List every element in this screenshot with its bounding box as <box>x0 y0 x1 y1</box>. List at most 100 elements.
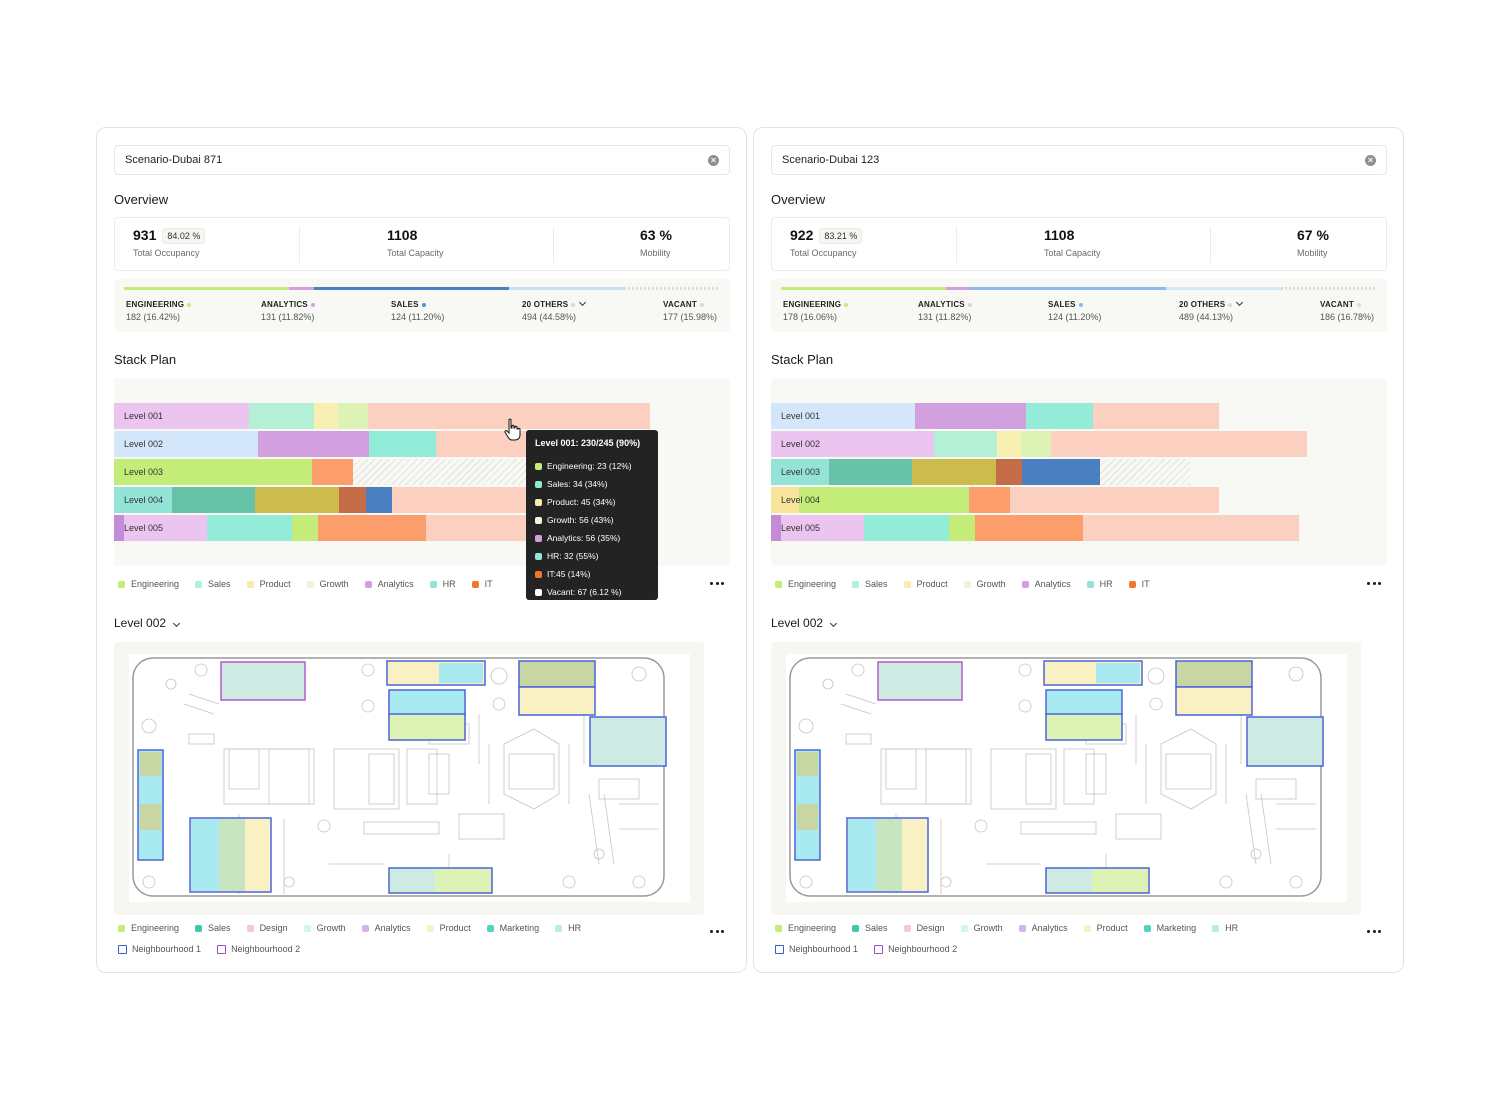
legend-item-hr: HR <box>555 923 581 933</box>
stack-seg[interactable] <box>392 487 532 513</box>
stack-seg[interactable] <box>996 459 1022 485</box>
stack-seg[interactable] <box>207 515 292 541</box>
stack-seg[interactable] <box>114 431 258 457</box>
stack-seg[interactable] <box>339 487 366 513</box>
stack-seg[interactable] <box>366 487 392 513</box>
stack-seg[interactable] <box>318 515 426 541</box>
stack-seg[interactable] <box>1010 487 1219 513</box>
dot-icon <box>1367 582 1370 585</box>
level-selector[interactable]: Level 002 <box>114 616 181 630</box>
stack-seg[interactable] <box>1083 515 1299 541</box>
stack-seg[interactable] <box>799 487 969 513</box>
stack-seg[interactable] <box>255 487 339 513</box>
stack-seg[interactable] <box>124 515 207 541</box>
chevron-down-icon[interactable] <box>1236 298 1244 307</box>
level-selector[interactable]: Level 002 <box>771 616 838 630</box>
stack-seg[interactable] <box>258 431 369 457</box>
stack-seg[interactable] <box>771 431 934 457</box>
scenario-input[interactable]: Scenario-Dubai 871 <box>114 145 730 175</box>
stack-seg[interactable] <box>1093 403 1219 429</box>
stat-mobility: 67 % Mobility <box>1297 227 1329 258</box>
stack-row-level-004[interactable]: Level 004 <box>114 487 654 513</box>
stack-seg[interactable] <box>771 515 781 541</box>
stack-seg[interactable] <box>934 431 997 457</box>
stack-seg[interactable] <box>172 487 255 513</box>
swatch-icon <box>555 924 563 932</box>
stack-seg[interactable] <box>949 515 975 541</box>
legend-label: Growth <box>973 923 1003 933</box>
stack-seg[interactable] <box>114 459 312 485</box>
stack-seg[interactable] <box>771 403 915 429</box>
floor-plan[interactable] <box>786 654 1347 902</box>
stack-seg[interactable] <box>969 487 1010 513</box>
more-options-button[interactable] <box>1367 582 1381 586</box>
legend-item-analytics: Analytics <box>1018 923 1068 933</box>
stack-row-level-001[interactable]: Level 001 <box>771 403 1311 429</box>
stack-plan-title: Stack Plan <box>771 352 834 367</box>
stack-seg-vacant[interactable] <box>1100 459 1190 485</box>
tooltip-row: Engineering: 23 (12%) <box>535 457 649 475</box>
tooltip-text: Analytics: 56 (35%) <box>547 533 621 543</box>
more-options-button[interactable] <box>710 582 724 586</box>
breakdown-name: ANALYTICS <box>918 300 965 309</box>
stack-seg[interactable] <box>1022 459 1100 485</box>
legend-item-product: Product <box>246 579 291 589</box>
stack-seg[interactable] <box>314 403 338 429</box>
swatch-icon <box>429 580 437 588</box>
level-label: Level 003 <box>124 467 164 477</box>
floor-plan[interactable] <box>129 654 690 902</box>
breakdown-value: 131 (11.82%) <box>261 312 315 322</box>
breakdown-value: 177 (15.98%) <box>663 312 718 322</box>
stack-seg[interactable] <box>114 487 172 513</box>
breakdown-others[interactable]: 20 OTHERS 494 (44.58%) <box>522 298 587 322</box>
legend-label: HR <box>442 579 456 589</box>
stack-seg[interactable] <box>912 459 996 485</box>
level-label: Level 001 <box>781 411 821 421</box>
more-options-button[interactable] <box>1367 930 1381 934</box>
stack-row-level-003[interactable]: Level 003 <box>771 459 1311 485</box>
chevron-down-icon[interactable] <box>579 298 587 307</box>
stack-seg[interactable] <box>114 403 249 429</box>
stack-seg[interactable] <box>771 487 799 513</box>
stack-row-level-004[interactable]: Level 004 <box>771 487 1311 513</box>
stack-seg[interactable] <box>1021 431 1051 457</box>
legend-item-design: Design <box>246 923 288 933</box>
stack-seg[interactable] <box>1026 403 1093 429</box>
square-icon <box>874 944 884 954</box>
breakdown-vacant: VACANT 186 (16.78%) <box>1320 300 1374 322</box>
clear-icon[interactable] <box>1365 154 1376 166</box>
stack-seg[interactable] <box>915 403 1026 429</box>
more-options-button[interactable] <box>710 930 724 934</box>
breakdown-others[interactable]: 20 OTHERS 489 (44.13%) <box>1179 298 1244 322</box>
stack-seg[interactable] <box>781 515 864 541</box>
stack-seg[interactable] <box>338 403 368 429</box>
stack-row-level-001[interactable]: Level 001 <box>114 403 654 429</box>
stack-row-level-003[interactable]: Level 003 <box>114 459 654 485</box>
swatch-icon <box>1086 580 1094 588</box>
clear-icon[interactable] <box>708 154 719 166</box>
legend-item-product: Product <box>1083 923 1128 933</box>
stack-seg[interactable] <box>771 459 829 485</box>
stack-seg[interactable] <box>997 431 1021 457</box>
stack-seg[interactable] <box>312 459 353 485</box>
stack-plan-title: Stack Plan <box>114 352 177 367</box>
level-label: Level 002 <box>124 439 164 449</box>
stack-seg[interactable] <box>864 515 949 541</box>
stack-seg[interactable] <box>369 431 436 457</box>
stack-seg[interactable] <box>1051 431 1307 457</box>
stack-seg[interactable] <box>975 515 1083 541</box>
legend-item-hr: HR <box>1212 923 1238 933</box>
swatch-icon <box>852 924 860 932</box>
stack-seg-vacant[interactable] <box>353 459 533 485</box>
stack-seg[interactable] <box>114 515 124 541</box>
stack-seg[interactable] <box>249 403 314 429</box>
swatch-icon <box>195 924 203 932</box>
stack-seg[interactable] <box>292 515 318 541</box>
scenario-panel-right: Scenario-Dubai 123 Overview 922 83.21 % T… <box>753 127 1404 973</box>
breakdown-name: VACANT <box>663 300 697 309</box>
legend-item-growth: Growth <box>960 923 1003 933</box>
stack-row-level-002[interactable]: Level 002 <box>771 431 1311 457</box>
stack-row-level-005[interactable]: Level 005 <box>771 515 1311 541</box>
scenario-input[interactable]: Scenario-Dubai 123 <box>771 145 1387 175</box>
stack-seg[interactable] <box>829 459 912 485</box>
